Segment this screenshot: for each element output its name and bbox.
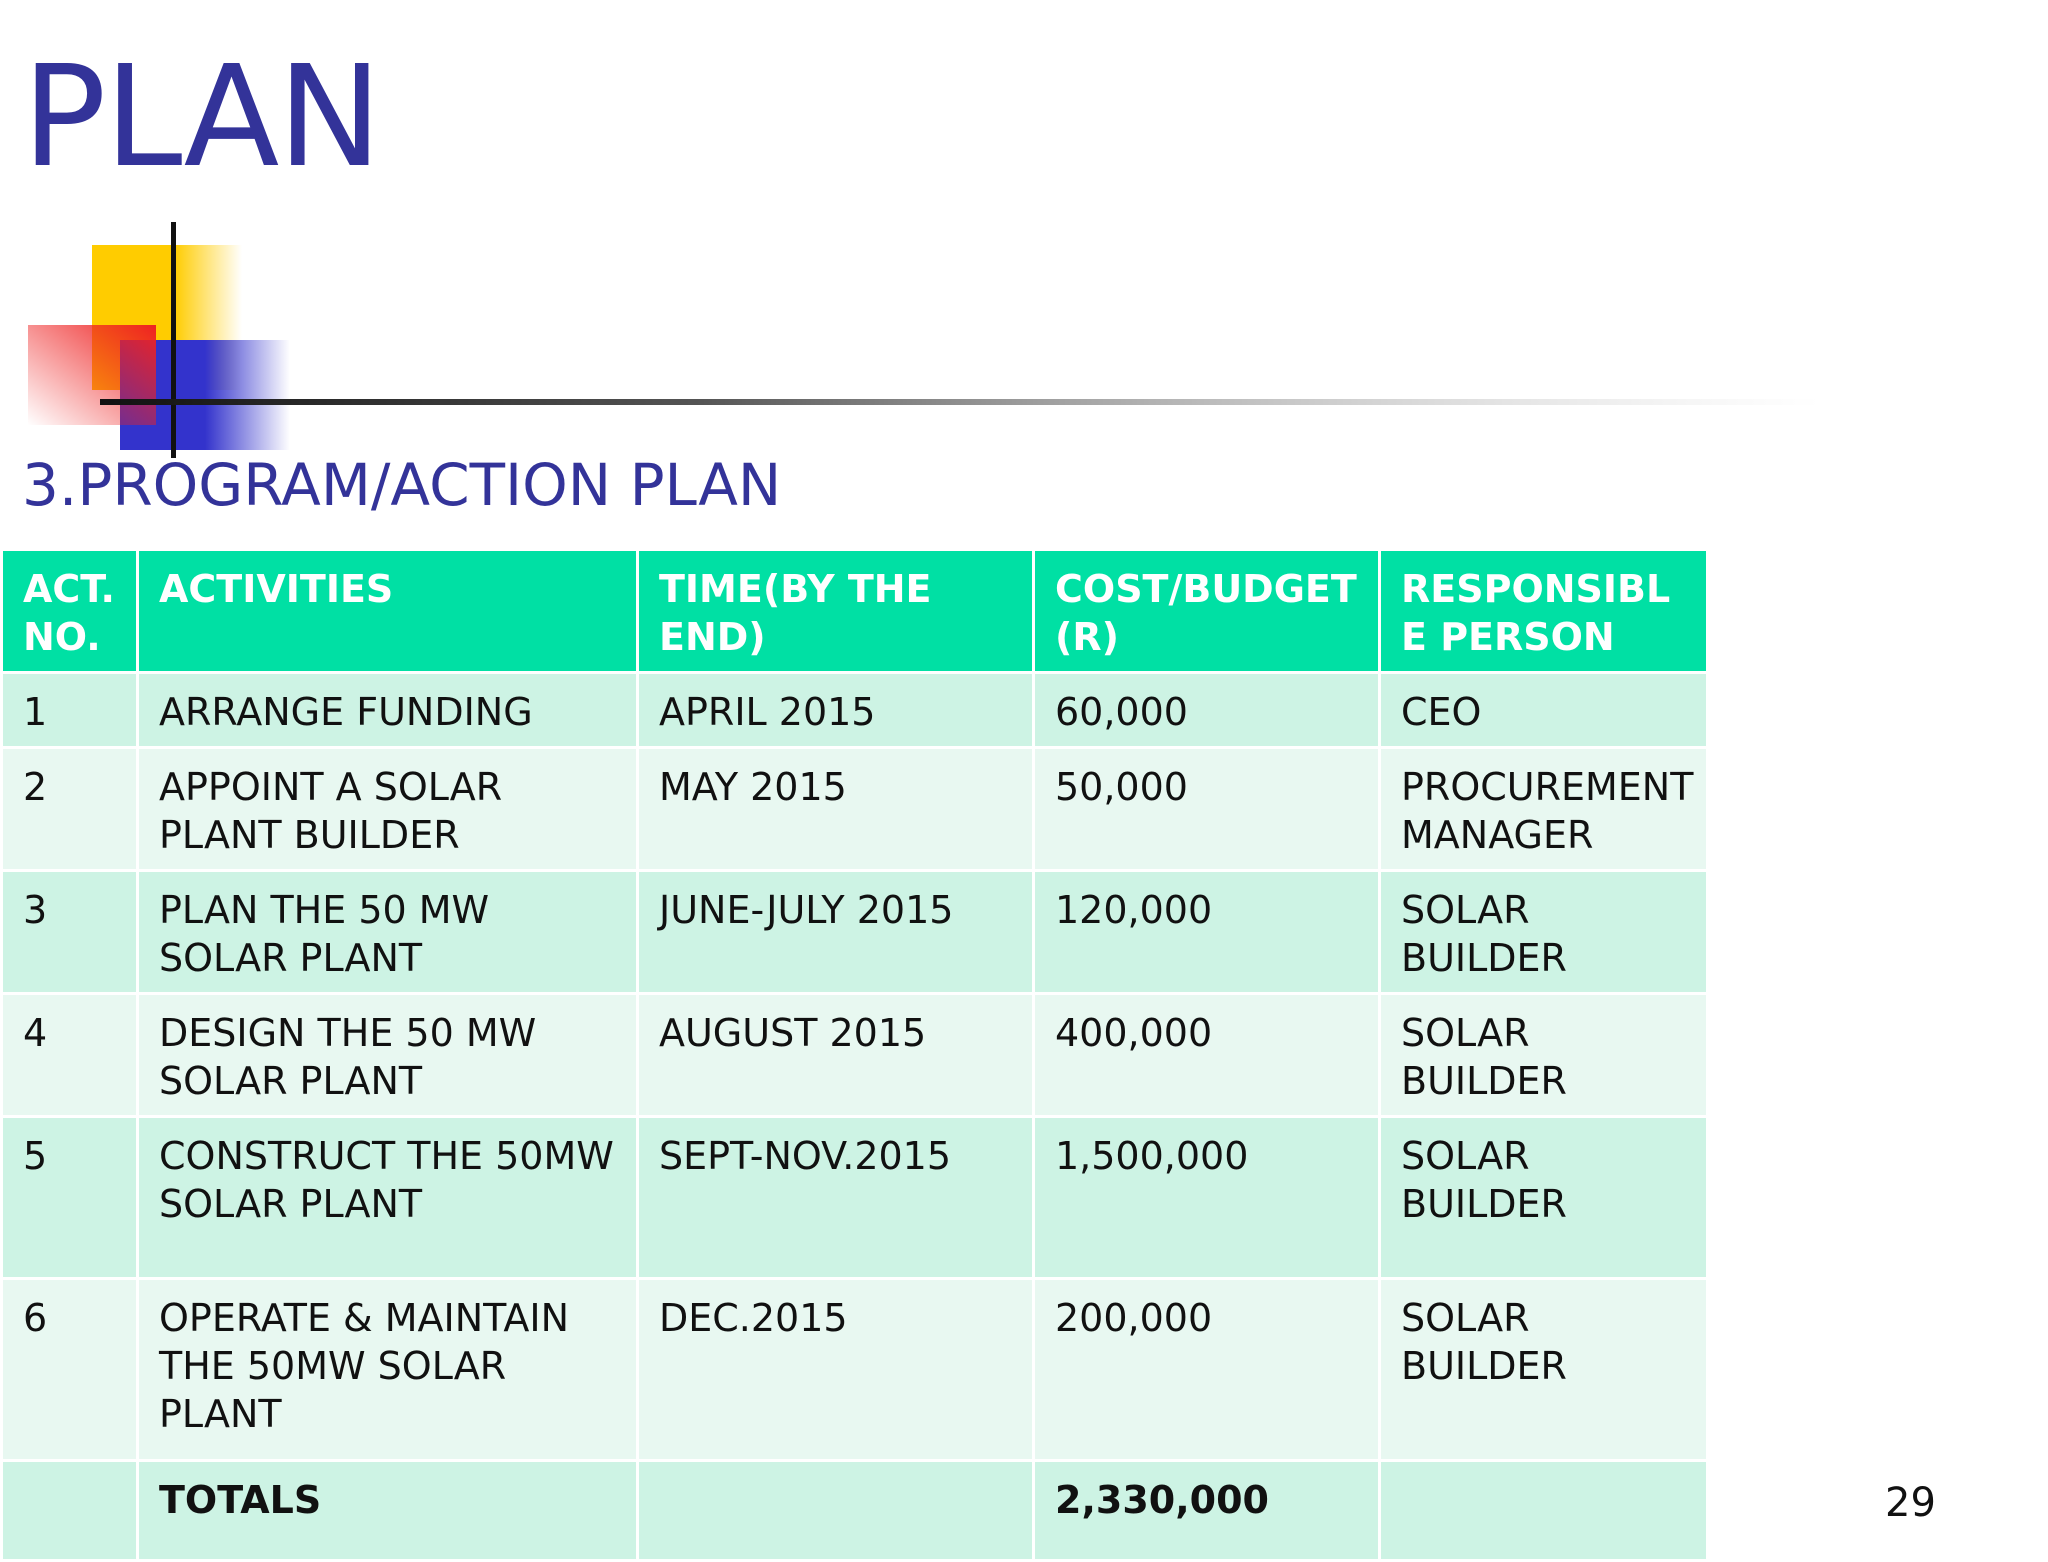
table-row: 1 ARRANGE FUNDING APRIL 2015 60,000 CEO — [0, 671, 1709, 749]
table-header-row: ACT. NO. ACTIVITIES TIME(BY THE END) COS… — [0, 548, 1709, 674]
totals-cost: 2,330,000 — [1032, 1459, 1381, 1562]
cell-time: APRIL 2015 — [636, 671, 1035, 749]
header-act-no: ACT. NO. — [0, 548, 139, 674]
header-responsible-person: RESPONSIBL E PERSON — [1378, 548, 1709, 674]
cell-cost: 1,500,000 — [1032, 1115, 1381, 1280]
table-row: 5 CONSTRUCT THE 50MW SOLAR PLANT SEPT-NO… — [0, 1115, 1709, 1280]
table-row: 3 PLAN THE 50 MW SOLAR PLANT JUNE-JULY 2… — [0, 869, 1709, 995]
deco-red-square — [28, 325, 156, 425]
cell-activity: CONSTRUCT THE 50MW SOLAR PLANT — [136, 1115, 639, 1280]
totals-row: TOTALS 2,330,000 — [0, 1459, 1709, 1562]
deco-yellow-square — [92, 245, 242, 390]
section-subtitle: 3.PROGRAM/ACTION PLAN — [22, 451, 782, 519]
header-activities: ACTIVITIES — [136, 548, 639, 674]
cell-person: SOLAR BUILDER — [1378, 1277, 1709, 1462]
deco-vertical-line — [171, 222, 176, 458]
header-time: TIME(BY THE END) — [636, 548, 1035, 674]
cell-time: SEPT-NOV.2015 — [636, 1115, 1035, 1280]
cell-time: MAY 2015 — [636, 746, 1035, 872]
totals-empty-cell — [0, 1459, 139, 1562]
table-row: 2 APPOINT A SOLAR PLANT BUILDER MAY 2015… — [0, 746, 1709, 872]
totals-label: TOTALS — [136, 1459, 639, 1562]
deco-horizontal-line — [100, 399, 1820, 405]
cell-person: SOLAR BUILDER — [1378, 869, 1709, 995]
cell-activity: OPERATE & MAINTAIN THE 50MW SOLAR PLANT — [136, 1277, 639, 1462]
cell-activity: APPOINT A SOLAR PLANT BUILDER — [136, 746, 639, 872]
cell-activity: PLAN THE 50 MW SOLAR PLANT — [136, 869, 639, 995]
cell-time: DEC.2015 — [636, 1277, 1035, 1462]
cell-cost: 400,000 — [1032, 992, 1381, 1118]
action-plan-table: ACT. NO. ACTIVITIES TIME(BY THE END) COS… — [0, 548, 1709, 1562]
cell-act-no: 3 — [0, 869, 139, 995]
cell-act-no: 4 — [0, 992, 139, 1118]
cell-person: CEO — [1378, 671, 1709, 749]
cell-act-no: 2 — [0, 746, 139, 872]
cell-cost: 60,000 — [1032, 671, 1381, 749]
cell-person: PROCUREMENT MANAGER — [1378, 746, 1709, 872]
cell-activity: DESIGN THE 50 MW SOLAR PLANT — [136, 992, 639, 1118]
cell-cost: 120,000 — [1032, 869, 1381, 995]
table-row: 4 DESIGN THE 50 MW SOLAR PLANT AUGUST 20… — [0, 992, 1709, 1118]
cell-person: SOLAR BUILDER — [1378, 992, 1709, 1118]
page-number: 29 — [1885, 1480, 1936, 1526]
cell-cost: 50,000 — [1032, 746, 1381, 872]
totals-empty-cell — [636, 1459, 1035, 1562]
cell-cost: 200,000 — [1032, 1277, 1381, 1462]
cell-time: AUGUST 2015 — [636, 992, 1035, 1118]
cell-act-no: 6 — [0, 1277, 139, 1462]
deco-blue-square — [120, 340, 290, 450]
cell-activity: ARRANGE FUNDING — [136, 671, 639, 749]
header-cost: COST/BUDGET (R) — [1032, 548, 1381, 674]
cell-time: JUNE-JULY 2015 — [636, 869, 1035, 995]
slide-title: PLAN — [22, 36, 382, 199]
cell-act-no: 5 — [0, 1115, 139, 1280]
cell-person: SOLAR BUILDER — [1378, 1115, 1709, 1280]
cell-act-no: 1 — [0, 671, 139, 749]
totals-empty-cell — [1378, 1459, 1709, 1562]
table-row: 6 OPERATE & MAINTAIN THE 50MW SOLAR PLAN… — [0, 1277, 1709, 1462]
